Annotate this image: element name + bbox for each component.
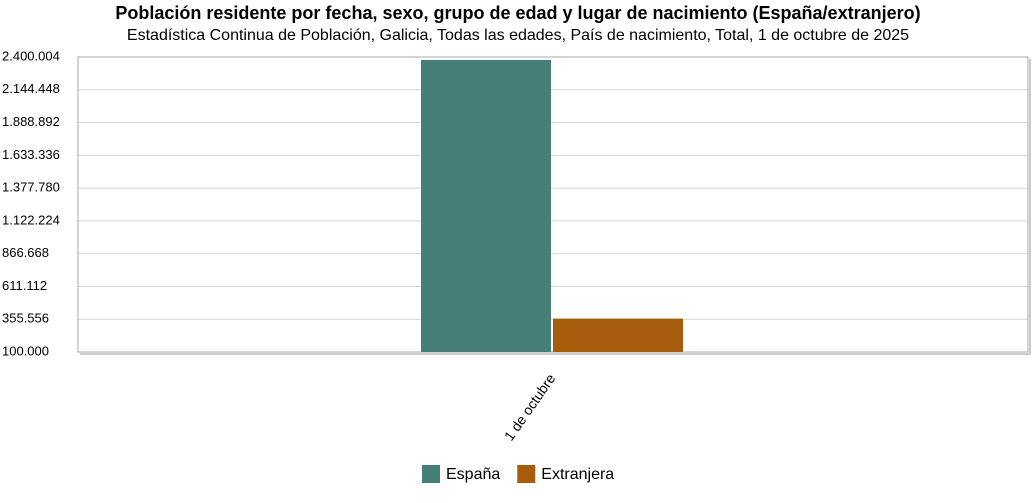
bar <box>553 318 683 352</box>
legend-label: Extranjera <box>541 466 614 483</box>
y-tick-label: 2.400.004 <box>2 48 60 63</box>
chart-title: Población residente por fecha, sexo, gru… <box>115 3 920 23</box>
y-tick-label: 1.377.780 <box>2 180 60 195</box>
y-tick-label: 355.556 <box>2 311 49 326</box>
y-tick-label: 866.668 <box>2 245 49 260</box>
y-tick-label: 1.633.336 <box>2 147 60 162</box>
y-tick-label: 611.112 <box>2 278 47 293</box>
legend-swatch <box>517 465 536 483</box>
legend-swatch <box>422 465 440 483</box>
x-tick-label: 1 de octubre <box>501 371 559 444</box>
chart-subtitle: Estadística Continua de Población, Galic… <box>127 27 909 44</box>
legend-label: España <box>446 466 500 483</box>
y-tick-label: 100.000 <box>2 343 49 358</box>
plot-border <box>77 56 1029 353</box>
bar <box>421 59 551 353</box>
y-tick-label: 1.122.224 <box>2 212 60 227</box>
y-tick-label: 2.144.448 <box>2 81 60 96</box>
y-tick-label: 1.888.892 <box>2 114 60 129</box>
